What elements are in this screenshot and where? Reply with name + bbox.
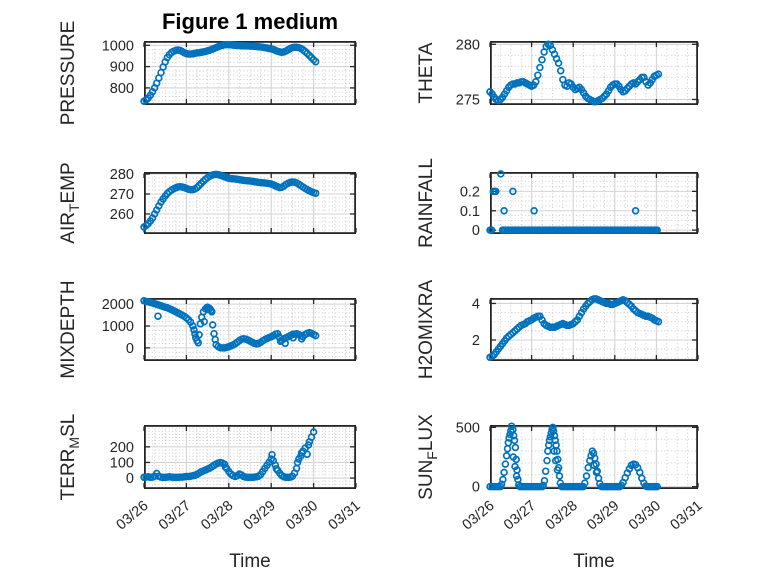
subplot-rainfall: 0 0.1 0.2 RAINFALL xyxy=(416,158,699,248)
y-axis-label-pressure: PRESSURE xyxy=(58,21,79,126)
svg-text:03/30: 03/30 xyxy=(626,498,664,534)
svg-text:1000: 1000 xyxy=(102,319,134,335)
y-tick-labels: 800 900 1000 xyxy=(102,38,134,97)
y-tick-labels: 260 270 280 xyxy=(110,167,134,223)
subplot-theta: 275 280 THETA xyxy=(416,37,699,108)
tick-marks xyxy=(143,173,357,233)
svg-text:2: 2 xyxy=(472,333,480,349)
svg-text:03/29: 03/29 xyxy=(584,498,622,534)
tick-marks xyxy=(489,42,699,104)
svg-text:03/27: 03/27 xyxy=(501,498,539,534)
svg-text:03/28: 03/28 xyxy=(198,498,236,534)
grid-major xyxy=(491,299,697,360)
tick-marks xyxy=(143,299,357,360)
y-axis-label-sun-flux: SUNFLUX xyxy=(416,414,440,500)
x-tick-labels: 03/26 03/27 03/28 03/29 03/30 03/31 xyxy=(113,498,363,534)
data-points xyxy=(140,40,320,105)
y-axis-label-terr-msl: TERRMSL xyxy=(58,414,82,501)
subplot-sun-flux: 0 500 SUNFLUX 03/26 03/27 03/28 03/29 03/30 03/3… xyxy=(416,414,706,534)
tick-marks xyxy=(489,173,699,233)
svg-text:900: 900 xyxy=(110,60,134,76)
x-axis-label-left: Time xyxy=(229,551,271,572)
svg-text:0: 0 xyxy=(126,341,134,357)
x-tick-labels: 03/26 03/27 03/28 03/29 03/30 03/31 xyxy=(459,498,705,534)
subplot-pressure: 800 900 1000 PRESSURE xyxy=(58,21,357,125)
axes-frame xyxy=(143,171,356,235)
y-axis-label-theta: THETA xyxy=(416,42,437,103)
svg-text:260: 260 xyxy=(110,207,134,223)
svg-text:2000: 2000 xyxy=(102,297,134,313)
figure-title: Figure 1 medium xyxy=(161,9,339,34)
data-points xyxy=(486,295,663,362)
axes-frame xyxy=(143,424,356,490)
y-tick-labels: 24 xyxy=(472,296,480,349)
svg-text:100: 100 xyxy=(110,455,134,471)
axes-frame xyxy=(143,297,356,362)
svg-text:4: 4 xyxy=(472,296,480,312)
svg-text:0.1: 0.1 xyxy=(460,204,480,220)
subplot-air-temp: 260 270 280 AIRTEMP xyxy=(58,162,357,244)
svg-text:03/31: 03/31 xyxy=(667,498,705,534)
svg-text:0.2: 0.2 xyxy=(460,184,480,200)
svg-text:03/26: 03/26 xyxy=(459,498,497,534)
svg-text:0: 0 xyxy=(472,480,480,496)
svg-text:500: 500 xyxy=(456,420,480,436)
svg-text:03/29: 03/29 xyxy=(241,498,279,534)
grid-minor xyxy=(491,42,697,104)
data-points xyxy=(486,170,661,234)
svg-text:280: 280 xyxy=(110,167,134,183)
svg-text:03/27: 03/27 xyxy=(156,498,194,534)
y-tick-labels: 275 280 xyxy=(456,37,480,108)
y-tick-labels: 0 0.1 0.2 xyxy=(460,184,480,239)
grid-minor xyxy=(491,173,697,233)
y-axis-label-h2omixra: H2OMIXRA xyxy=(416,280,437,380)
axes-frame xyxy=(143,40,356,106)
data-points xyxy=(140,170,320,231)
grid-major xyxy=(145,299,355,360)
svg-text:03/26: 03/26 xyxy=(113,498,151,534)
axes-frame xyxy=(489,424,698,490)
tick-marks xyxy=(143,426,357,488)
y-axis-label-rainfall: RAINFALL xyxy=(416,158,437,248)
y-tick-labels: 0 1000 2000 xyxy=(102,297,134,357)
svg-text:03/30: 03/30 xyxy=(283,498,321,534)
svg-text:275: 275 xyxy=(456,92,480,108)
svg-text:280: 280 xyxy=(456,37,480,53)
data-points xyxy=(140,428,318,482)
svg-text:03/31: 03/31 xyxy=(325,498,363,534)
x-axis-label-right: Time xyxy=(573,551,615,572)
svg-text:270: 270 xyxy=(110,187,134,203)
subplot-mixdepth: 0 1000 2000 MIXDEPTH xyxy=(58,280,357,379)
svg-text:800: 800 xyxy=(110,81,134,97)
data-points xyxy=(140,297,320,352)
svg-text:0: 0 xyxy=(126,471,134,487)
svg-text:0: 0 xyxy=(472,223,480,239)
svg-text:1000: 1000 xyxy=(102,38,134,54)
data-points xyxy=(486,422,661,491)
svg-text:200: 200 xyxy=(110,440,134,456)
data-points xyxy=(486,40,663,106)
y-axis-label-mixdepth: MIXDEPTH xyxy=(58,280,79,378)
y-axis-label-air-temp: AIRTEMP xyxy=(58,162,82,243)
svg-text:03/28: 03/28 xyxy=(543,498,581,534)
y-tick-labels: 0 500 xyxy=(456,420,480,495)
